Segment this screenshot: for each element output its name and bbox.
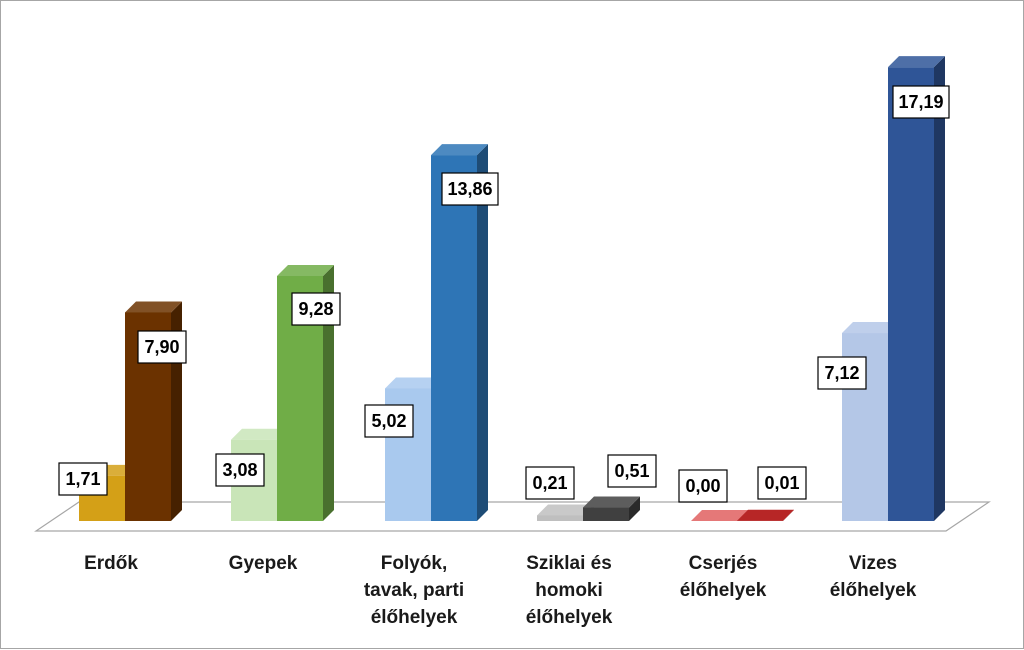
category-label-3-line-2: élőhelyek bbox=[526, 607, 613, 628]
category-label-1-line-0: Gyepek bbox=[229, 553, 298, 574]
category-label-0-line-0: Erdők bbox=[84, 553, 138, 574]
bar-3-0 bbox=[537, 515, 583, 521]
data-label-5-1: 17,19 bbox=[898, 92, 943, 112]
data-label-0-0: 1,71 bbox=[65, 469, 100, 489]
category-label-2-line-1: tavak, parti bbox=[364, 580, 464, 601]
category-label-3-line-1: homoki bbox=[535, 580, 603, 601]
category-label-3-line-0: Sziklai és bbox=[526, 553, 612, 574]
data-label-4-0: 0,00 bbox=[685, 476, 720, 496]
data-label-5-0: 7,12 bbox=[824, 363, 859, 383]
bar-side-5-1 bbox=[934, 56, 945, 521]
category-label-4-line-0: Cserjés bbox=[689, 553, 758, 574]
data-label-2-0: 5,02 bbox=[371, 411, 406, 431]
data-label-1-1: 9,28 bbox=[298, 299, 333, 319]
bar-5-1 bbox=[888, 67, 934, 521]
bar-2-1 bbox=[431, 155, 477, 521]
category-label-2-line-2: élőhelyek bbox=[371, 607, 458, 628]
data-label-3-1: 0,51 bbox=[614, 461, 649, 481]
category-label-5-line-0: Vizes bbox=[849, 553, 897, 574]
data-label-3-0: 0,21 bbox=[532, 473, 567, 493]
data-label-1-0: 3,08 bbox=[222, 460, 257, 480]
data-label-0-1: 7,90 bbox=[144, 337, 179, 357]
category-label-4-line-1: élőhelyek bbox=[680, 580, 767, 601]
data-label-4-1: 0,01 bbox=[764, 473, 799, 493]
data-label-2-1: 13,86 bbox=[447, 179, 492, 199]
bar-3-1 bbox=[583, 508, 629, 521]
category-label-2-line-0: Folyók, bbox=[381, 553, 448, 574]
category-label-5-line-1: élőhelyek bbox=[830, 580, 917, 601]
